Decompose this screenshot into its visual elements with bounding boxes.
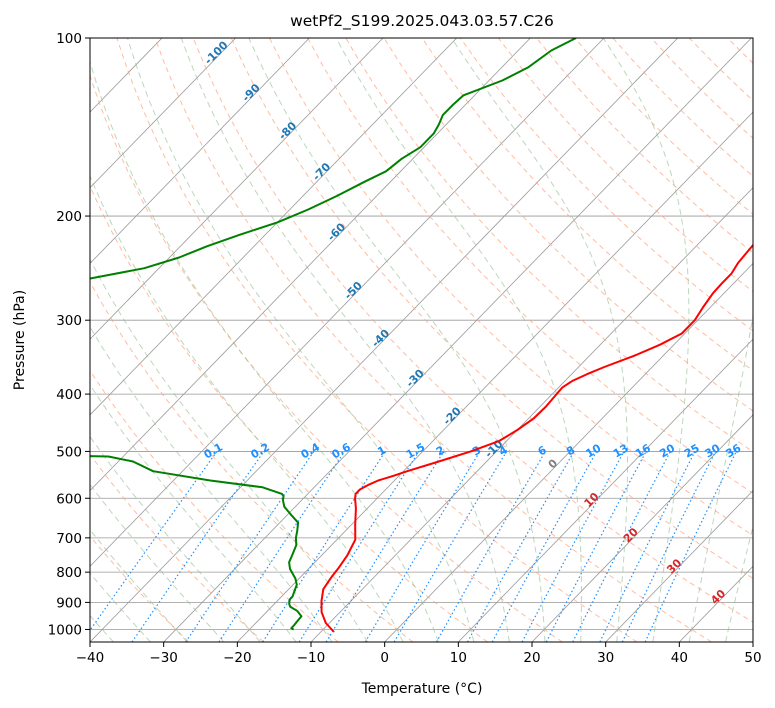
isotherm-line (90, 38, 457, 416)
x-tick-label: 30 (597, 650, 614, 666)
moist-adiabat (127, 38, 475, 642)
moist-adiabat (180, 38, 510, 642)
y-tick-label: 800 (56, 565, 82, 581)
dry-adiabat (230, 38, 753, 579)
mixing-ratio-line (491, 451, 598, 642)
isotherm-line (90, 38, 310, 265)
x-axis-label: Temperature (°C) (361, 681, 483, 697)
mixing-ratio-line (218, 451, 346, 642)
x-tick-label: −10 (297, 650, 326, 666)
dry-adiabat (307, 38, 753, 494)
y-tick-label: 200 (56, 209, 82, 225)
isotherm-line (90, 38, 605, 567)
mixing-ratio-line (325, 451, 445, 642)
dewpoint-profile (90, 38, 577, 631)
x-tick-label: 10 (450, 650, 467, 666)
x-tick-label: −30 (149, 650, 178, 666)
mixing-ratio-line (90, 451, 218, 632)
dry-adiabat (90, 184, 488, 642)
dry-adiabat (766, 38, 775, 642)
y-tick-label: 300 (56, 313, 82, 329)
plot-frame (89, 37, 754, 643)
isotherm-line (752, 641, 753, 642)
moist-adiabat (90, 174, 404, 642)
isotherm-line (90, 38, 678, 642)
moist-adiabat (90, 383, 297, 642)
moist-adiabat (725, 524, 753, 642)
isotherm-line (458, 338, 753, 642)
mixing-ratio-line (185, 451, 315, 642)
isotherm-line (163, 38, 752, 642)
dry-adiabat (269, 38, 753, 537)
y-tick-label: 100 (56, 31, 82, 47)
moist-adiabat (90, 258, 369, 642)
isotherm-line (90, 38, 384, 340)
y-tick-label: 1000 (48, 622, 82, 638)
y-axis-label: Pressure (hPa) (12, 290, 28, 390)
mixing-ratio-line (466, 451, 575, 642)
dry-adiabat (383, 38, 753, 412)
moist-adiabat (602, 38, 690, 642)
x-tick-label: 20 (523, 650, 540, 666)
moist-adiabat (688, 313, 753, 642)
isotherm-line (384, 262, 753, 642)
x-tick-label: 0 (380, 650, 389, 666)
y-tick-label: 500 (56, 444, 82, 460)
moist-adiabat (248, 38, 546, 642)
dry-adiabat (192, 38, 753, 623)
profiles (90, 38, 753, 633)
dry-adiabat (90, 73, 563, 642)
background-lines (90, 38, 775, 642)
x-tick-label: −20 (223, 650, 252, 666)
y-tick-label: 600 (56, 491, 82, 507)
isotherm-line (90, 38, 236, 189)
y-tick-label: 700 (56, 531, 82, 547)
dry-adiabat (116, 38, 638, 642)
x-tick-label: 50 (744, 650, 761, 666)
isotherm-line (90, 38, 531, 492)
isotherm-line (605, 490, 753, 642)
moist-adiabat (90, 325, 333, 642)
dry-adiabat (421, 38, 753, 372)
dry-adiabat (498, 38, 753, 293)
moist-adiabat (335, 38, 582, 642)
plot-background (90, 38, 753, 642)
mixing-ratio-line (572, 451, 671, 642)
x-tick-label: 40 (671, 650, 688, 666)
mixing-ratio-line (599, 451, 696, 642)
isotherm-line (237, 111, 753, 642)
mixing-ratio-line (262, 451, 386, 642)
moist-adiabat (90, 483, 225, 642)
y-tick-label: 400 (56, 387, 82, 403)
moist-adiabat (90, 59, 439, 642)
moist-adiabat (451, 38, 628, 642)
isotherm-line (531, 414, 753, 642)
mixing-ratio-line (131, 451, 265, 642)
mixing-ratio-line (521, 451, 625, 642)
chart-title: wetPf2_S199.2025.043.03.57.C26 (290, 12, 554, 31)
axes: −40 −30 −20 −10 0 10 20 30 40 50 1000 900 800 700 600 5… (48, 31, 762, 666)
moist-adiabat (90, 435, 261, 642)
temperature-profile (320, 243, 753, 633)
x-tick-label: −40 (76, 650, 105, 666)
y-tick-label: 900 (56, 595, 82, 611)
dry-adiabat (90, 281, 414, 642)
